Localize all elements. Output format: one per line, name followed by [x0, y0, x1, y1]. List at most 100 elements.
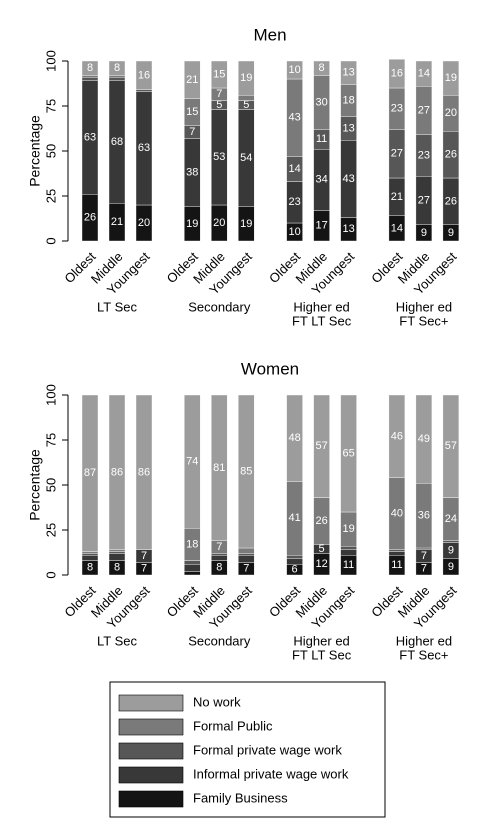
bar-segment: [388, 551, 406, 556]
value-label: 8: [216, 562, 222, 574]
bar-segment: [442, 60, 460, 96]
value-label: 9: [448, 227, 454, 239]
bar-segment: [81, 551, 99, 554]
value-label: 86: [138, 466, 150, 478]
value-label: 81: [213, 462, 225, 474]
value-label: 63: [138, 142, 150, 154]
value-label: 19: [445, 72, 457, 84]
y-axis-title: Percentage: [27, 115, 43, 187]
value-label: 40: [391, 508, 403, 520]
value-label: 30: [315, 96, 327, 108]
value-label: 53: [213, 151, 225, 163]
value-label: 9: [448, 561, 454, 573]
value-label: 41: [288, 512, 300, 524]
value-label: 13: [342, 67, 354, 79]
value-label: 7: [141, 550, 147, 562]
bar-segment: [415, 60, 433, 87]
bar-segment: [108, 60, 126, 76]
value-label: 11: [343, 559, 354, 571]
group-label: Higher ed: [396, 633, 452, 648]
value-label: 21: [186, 74, 198, 86]
bar-segment: [184, 560, 201, 565]
bar-segment: [135, 394, 153, 551]
value-label: 26: [445, 149, 457, 161]
y-tick-label: 50: [43, 478, 58, 492]
bar-segment: [211, 60, 228, 89]
bar-segment: [81, 76, 99, 81]
bar-segment: [286, 394, 303, 482]
value-label: 20: [445, 107, 457, 119]
legend-label: Family Business: [193, 790, 288, 805]
bar-segment: [340, 549, 357, 556]
bar-segment: [135, 89, 153, 92]
bar-segment: [211, 394, 228, 542]
bar-segment: [286, 555, 303, 560]
bar-segment: [108, 553, 126, 561]
group-label: Higher ed: [396, 299, 452, 314]
value-label: 8: [319, 62, 325, 74]
value-label: 10: [288, 226, 300, 238]
bar-segment: [184, 571, 201, 576]
bar-segment: [211, 555, 228, 561]
bar-segment: [238, 94, 255, 101]
group-label: Secondary: [188, 299, 251, 314]
group-label: FT LT Sec: [292, 647, 352, 662]
bar-segment: [108, 549, 126, 552]
group-label: FT Sec+: [399, 313, 448, 328]
value-label: 8: [114, 62, 120, 74]
legend-label: Formal private wage work: [193, 742, 342, 757]
value-label: 23: [288, 196, 300, 208]
bar-segment: [286, 558, 303, 565]
bar-segment: [108, 75, 126, 78]
value-label: 12: [315, 558, 327, 570]
y-tick-label: 0: [43, 571, 58, 578]
value-label: 27: [418, 104, 430, 116]
value-label: 85: [240, 465, 252, 477]
value-label: 21: [111, 216, 123, 228]
legend-label: Formal Public: [193, 718, 273, 733]
value-label: 49: [418, 433, 430, 445]
value-label: 7: [421, 563, 427, 575]
value-label: 7: [216, 88, 222, 100]
bar-segment: [238, 553, 255, 556]
bar-segment: [135, 60, 153, 90]
y-tick-label: 100: [43, 384, 58, 406]
y-tick-label: 0: [43, 237, 58, 244]
legend-swatch: [118, 742, 184, 760]
value-label: 26: [84, 212, 96, 224]
bar-segment: [81, 60, 99, 76]
legend-label: No work: [193, 694, 241, 709]
bar-segment: [238, 394, 255, 549]
group-label: Secondary: [188, 633, 251, 648]
y-axis-title: Percentage: [27, 449, 43, 521]
value-label: 14: [391, 222, 403, 234]
bar-segment: [211, 553, 228, 556]
value-label: 8: [87, 62, 93, 74]
value-label: 74: [186, 456, 198, 468]
value-label: 24: [445, 513, 457, 525]
y-tick-label: 100: [43, 50, 58, 72]
value-label: 17: [315, 220, 327, 232]
value-label: 86: [111, 466, 123, 478]
value-label: 68: [111, 136, 123, 148]
value-label: 14: [418, 68, 430, 80]
y-tick-label: 75: [43, 433, 58, 447]
bar-segment: [286, 60, 303, 80]
value-label: 21: [391, 191, 403, 203]
value-label: 19: [240, 72, 252, 84]
value-label: 43: [288, 112, 300, 124]
value-label: 26: [445, 195, 457, 207]
value-label: 19: [342, 523, 354, 535]
bar-segment: [340, 60, 357, 85]
value-label: 9: [421, 227, 427, 239]
legend-box: [109, 681, 386, 818]
bar-segment: [313, 394, 330, 498]
value-label: 15: [213, 68, 225, 80]
legend-swatch: [118, 790, 184, 808]
value-label: 65: [342, 447, 354, 459]
value-label: 20: [213, 217, 225, 229]
value-label: 27: [391, 148, 403, 160]
value-label: 63: [84, 131, 96, 143]
y-tick-label: 50: [43, 144, 58, 158]
